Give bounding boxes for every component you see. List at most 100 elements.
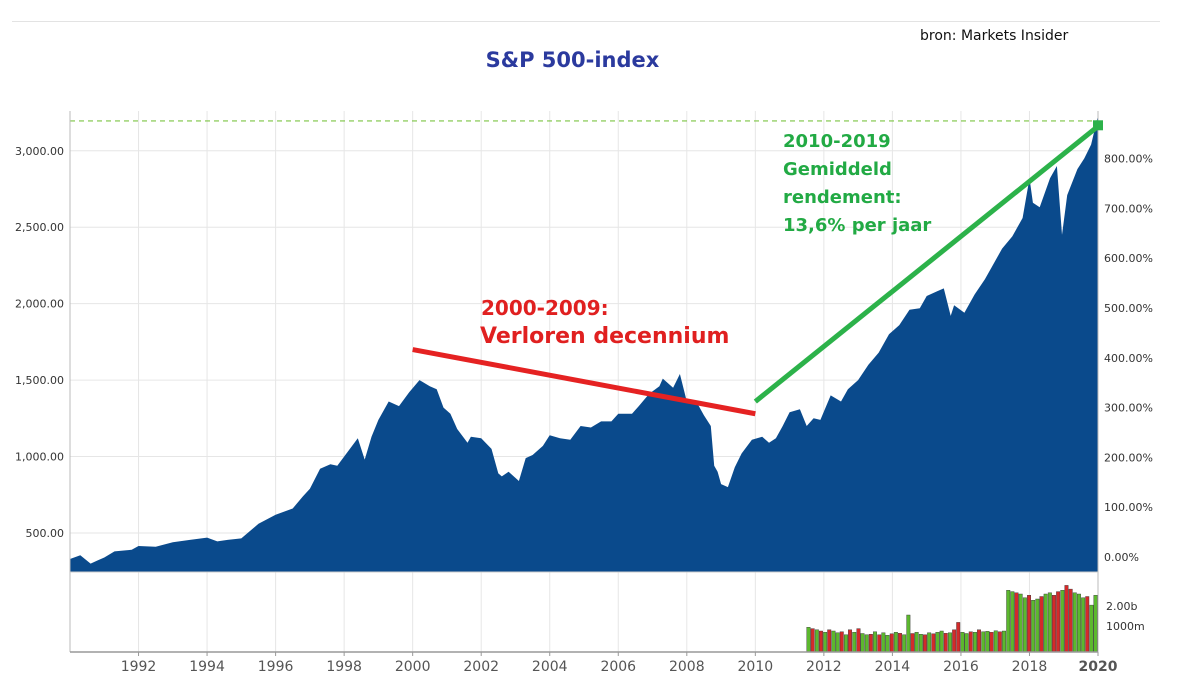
volume-bar [927, 632, 932, 653]
volume-bar [868, 634, 873, 653]
volume-bar [881, 632, 886, 653]
volume-bar [1093, 595, 1098, 653]
volume-bar [856, 628, 861, 653]
y-left-tick-label: 1,500.00 [15, 374, 64, 387]
volume-tick-label: 2.00b [1106, 600, 1137, 613]
volume-bar [1056, 591, 1061, 653]
y-right-tick-label: 0.00% [1104, 551, 1139, 564]
annotation-green-line1: 2010-2019 [783, 131, 891, 152]
x-tick-label: 1998 [326, 659, 362, 675]
volume-bar [810, 628, 815, 653]
volume-bar [885, 635, 890, 653]
y-left-tick-label: 1,000.00 [15, 451, 64, 464]
volume-bar [964, 633, 969, 653]
y-right-tick-label: 200.00% [1104, 451, 1153, 464]
volume-bar [914, 632, 919, 653]
volume-bar [973, 632, 977, 653]
sp500-area-series [70, 115, 1098, 572]
x-tick-label: 2000 [395, 659, 431, 675]
volume-bar [823, 632, 828, 653]
volume-bar [1072, 592, 1077, 653]
volume-bar [1018, 593, 1023, 653]
green-trend-arrow [753, 124, 1100, 404]
green-arrow-head [1093, 120, 1103, 131]
volume-bar [860, 633, 865, 653]
top-divider [12, 21, 1160, 22]
volume-bar [985, 631, 990, 653]
volume-bar [960, 632, 965, 653]
x-tick-label: 2006 [600, 659, 636, 675]
volume-bar [1068, 588, 1073, 653]
volume-bar [939, 630, 944, 653]
y-right-tick-label: 700.00% [1104, 202, 1153, 215]
volume-bar [1002, 630, 1006, 653]
volume-bar [873, 631, 877, 653]
x-tick-label: 2012 [806, 659, 842, 675]
x-tick-label: 2004 [532, 659, 568, 675]
volume-bar [835, 632, 840, 653]
volume-bar [902, 634, 907, 653]
volume-bar [819, 630, 823, 653]
trend-arrows [412, 120, 1103, 417]
volume-bar [968, 631, 973, 653]
volume-bar [1085, 596, 1090, 653]
volume-bar [943, 633, 948, 653]
volume-bar [948, 632, 952, 653]
volume-bar [814, 629, 819, 653]
x-tick-label: 2020 [1079, 659, 1118, 675]
y-right-tick-label: 800.00% [1104, 153, 1153, 166]
volume-bar [827, 629, 832, 653]
source-label: bron: Markets Insider [920, 28, 1069, 44]
x-tick-label: 2008 [669, 659, 705, 675]
x-tick-label: 2018 [1012, 659, 1048, 675]
y-right-tick-label: 600.00% [1104, 252, 1153, 265]
volume-bar [1064, 585, 1069, 653]
volume-bar [956, 622, 961, 653]
y-left-tick-label: 3,000.00 [15, 145, 64, 158]
x-tick-label: 2014 [875, 659, 911, 675]
y-left-tick-label: 2,000.00 [15, 298, 64, 311]
annotation-red-period: 2000-2009: [481, 296, 609, 320]
volume-bar [1022, 597, 1027, 653]
x-tick-label: 2010 [738, 659, 774, 675]
volume-bar [1060, 590, 1065, 653]
volume-bar [997, 631, 1002, 653]
volume-bar [1027, 595, 1032, 653]
y-left-tick-label: 2,500.00 [15, 221, 64, 234]
x-tick-label: 1992 [121, 659, 157, 675]
volume-bar [852, 632, 857, 653]
volume-bar [1010, 591, 1015, 653]
volume-bar [1089, 604, 1094, 653]
volume-bar [889, 633, 894, 653]
volume-bar [1076, 593, 1081, 653]
x-tick-label: 2002 [463, 659, 499, 675]
volume-bar [898, 633, 902, 653]
volume-bar [1031, 600, 1036, 653]
volume-bar [1081, 597, 1086, 653]
volume-bar [1014, 592, 1019, 653]
volume-bar [806, 627, 811, 653]
volume-bar [977, 629, 981, 653]
volume-bar [989, 632, 994, 653]
y-right-tick-label: 100.00% [1104, 501, 1153, 514]
volume-bar [952, 629, 957, 653]
volume-bar [981, 631, 986, 653]
y-right-tick-label: 300.00% [1104, 402, 1153, 415]
volume-bar [906, 614, 911, 653]
volume-bars [806, 585, 1098, 653]
annotation-green-line2: Gemiddeld [783, 159, 892, 180]
chart-title: S&P 500-index [485, 48, 660, 72]
x-tick-label: 1994 [189, 659, 225, 675]
volume-bar [877, 634, 882, 653]
volume-bar [1043, 593, 1048, 653]
volume-bar [893, 632, 898, 653]
volume-bar [931, 633, 936, 653]
annotation-green-line3: rendement: [783, 187, 902, 208]
x-tick-label: 1996 [258, 659, 294, 675]
x-tick-label: 2016 [943, 659, 979, 675]
volume-bar [935, 632, 940, 653]
annotation-green-line4: 13,6% per jaar [783, 215, 932, 236]
y-right-tick-label: 400.00% [1104, 352, 1153, 365]
volume-bar [1035, 598, 1040, 653]
